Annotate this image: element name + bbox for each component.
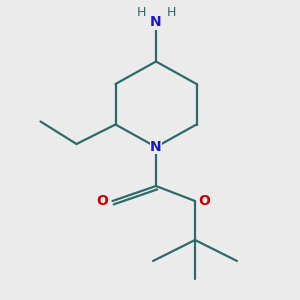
Text: H: H <box>166 5 176 19</box>
Text: N: N <box>150 16 162 29</box>
Text: O: O <box>199 194 211 208</box>
Text: H: H <box>136 5 146 19</box>
Text: O: O <box>96 194 108 208</box>
Text: N: N <box>150 140 162 154</box>
